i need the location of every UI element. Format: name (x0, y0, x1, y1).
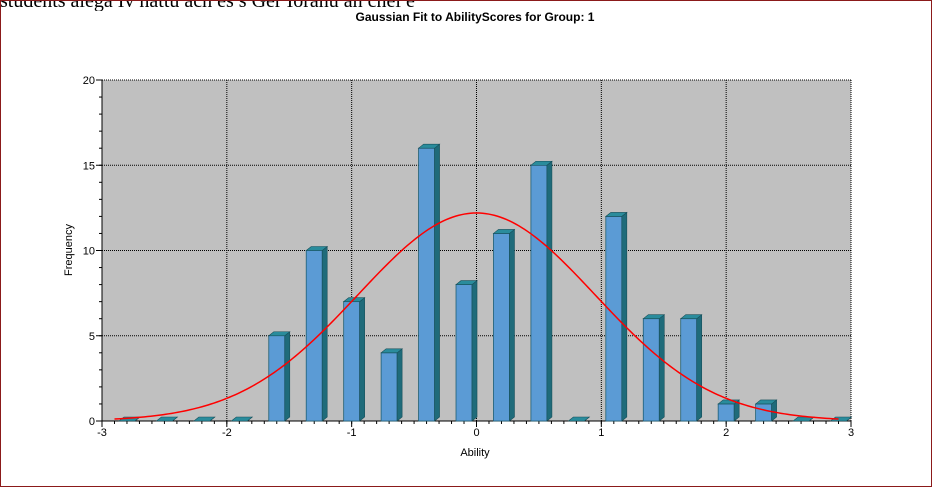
bar (642, 314, 666, 422)
bar (342, 297, 366, 422)
x-tick-label: 1 (598, 427, 604, 439)
y-axis-title: Frequency (63, 224, 75, 276)
bar (193, 416, 216, 422)
bar (417, 143, 441, 422)
y-tick-label: 0 (89, 416, 95, 428)
gaussian-fit-line (114, 212, 839, 420)
bar (230, 416, 254, 422)
y-tick-label: 15 (83, 160, 95, 172)
bar (267, 331, 291, 422)
y-tick-label: 10 (83, 246, 95, 258)
x-tick-label: -2 (222, 427, 232, 439)
chart-title: Gaussian Fit to AbilityScores for Group:… (356, 10, 595, 24)
x-tick-label: -1 (347, 427, 357, 439)
y-tick-label: 5 (89, 331, 95, 343)
document-caption: students alega Iv nattu ach es s Ger Ior… (0, 0, 415, 11)
y-tick-label: 20 (83, 75, 95, 87)
bar (380, 348, 403, 422)
plot-area: 0 5 10 15 20 -3 -2 -1 0 1 2 3 (83, 75, 854, 439)
bar (492, 228, 516, 422)
bar (604, 211, 628, 422)
bar (155, 416, 179, 422)
x-tick-label: 3 (848, 427, 854, 439)
bar (305, 245, 329, 422)
bar (567, 416, 591, 422)
x-tick-label: -3 (97, 427, 107, 439)
bar (530, 160, 553, 422)
bar (679, 314, 703, 422)
x-tick-label: 0 (473, 427, 479, 439)
x-axis-title: Ability (460, 447, 490, 459)
bar (455, 279, 478, 422)
x-tick-label: 2 (723, 427, 729, 439)
bar (754, 399, 778, 422)
bar (717, 399, 741, 422)
